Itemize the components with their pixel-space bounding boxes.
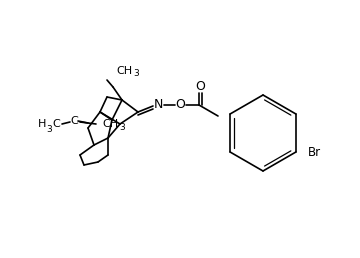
Text: 3: 3 [133, 69, 139, 77]
Text: 3: 3 [46, 125, 52, 133]
Text: Br: Br [308, 146, 321, 158]
Text: 3: 3 [119, 123, 125, 132]
Text: O: O [175, 99, 185, 111]
Text: CH: CH [102, 119, 118, 129]
Text: N: N [153, 98, 163, 110]
Text: C: C [70, 116, 78, 126]
Text: C: C [52, 119, 60, 129]
Text: O: O [195, 79, 205, 93]
Text: H: H [38, 119, 46, 129]
Text: CH: CH [116, 66, 132, 76]
